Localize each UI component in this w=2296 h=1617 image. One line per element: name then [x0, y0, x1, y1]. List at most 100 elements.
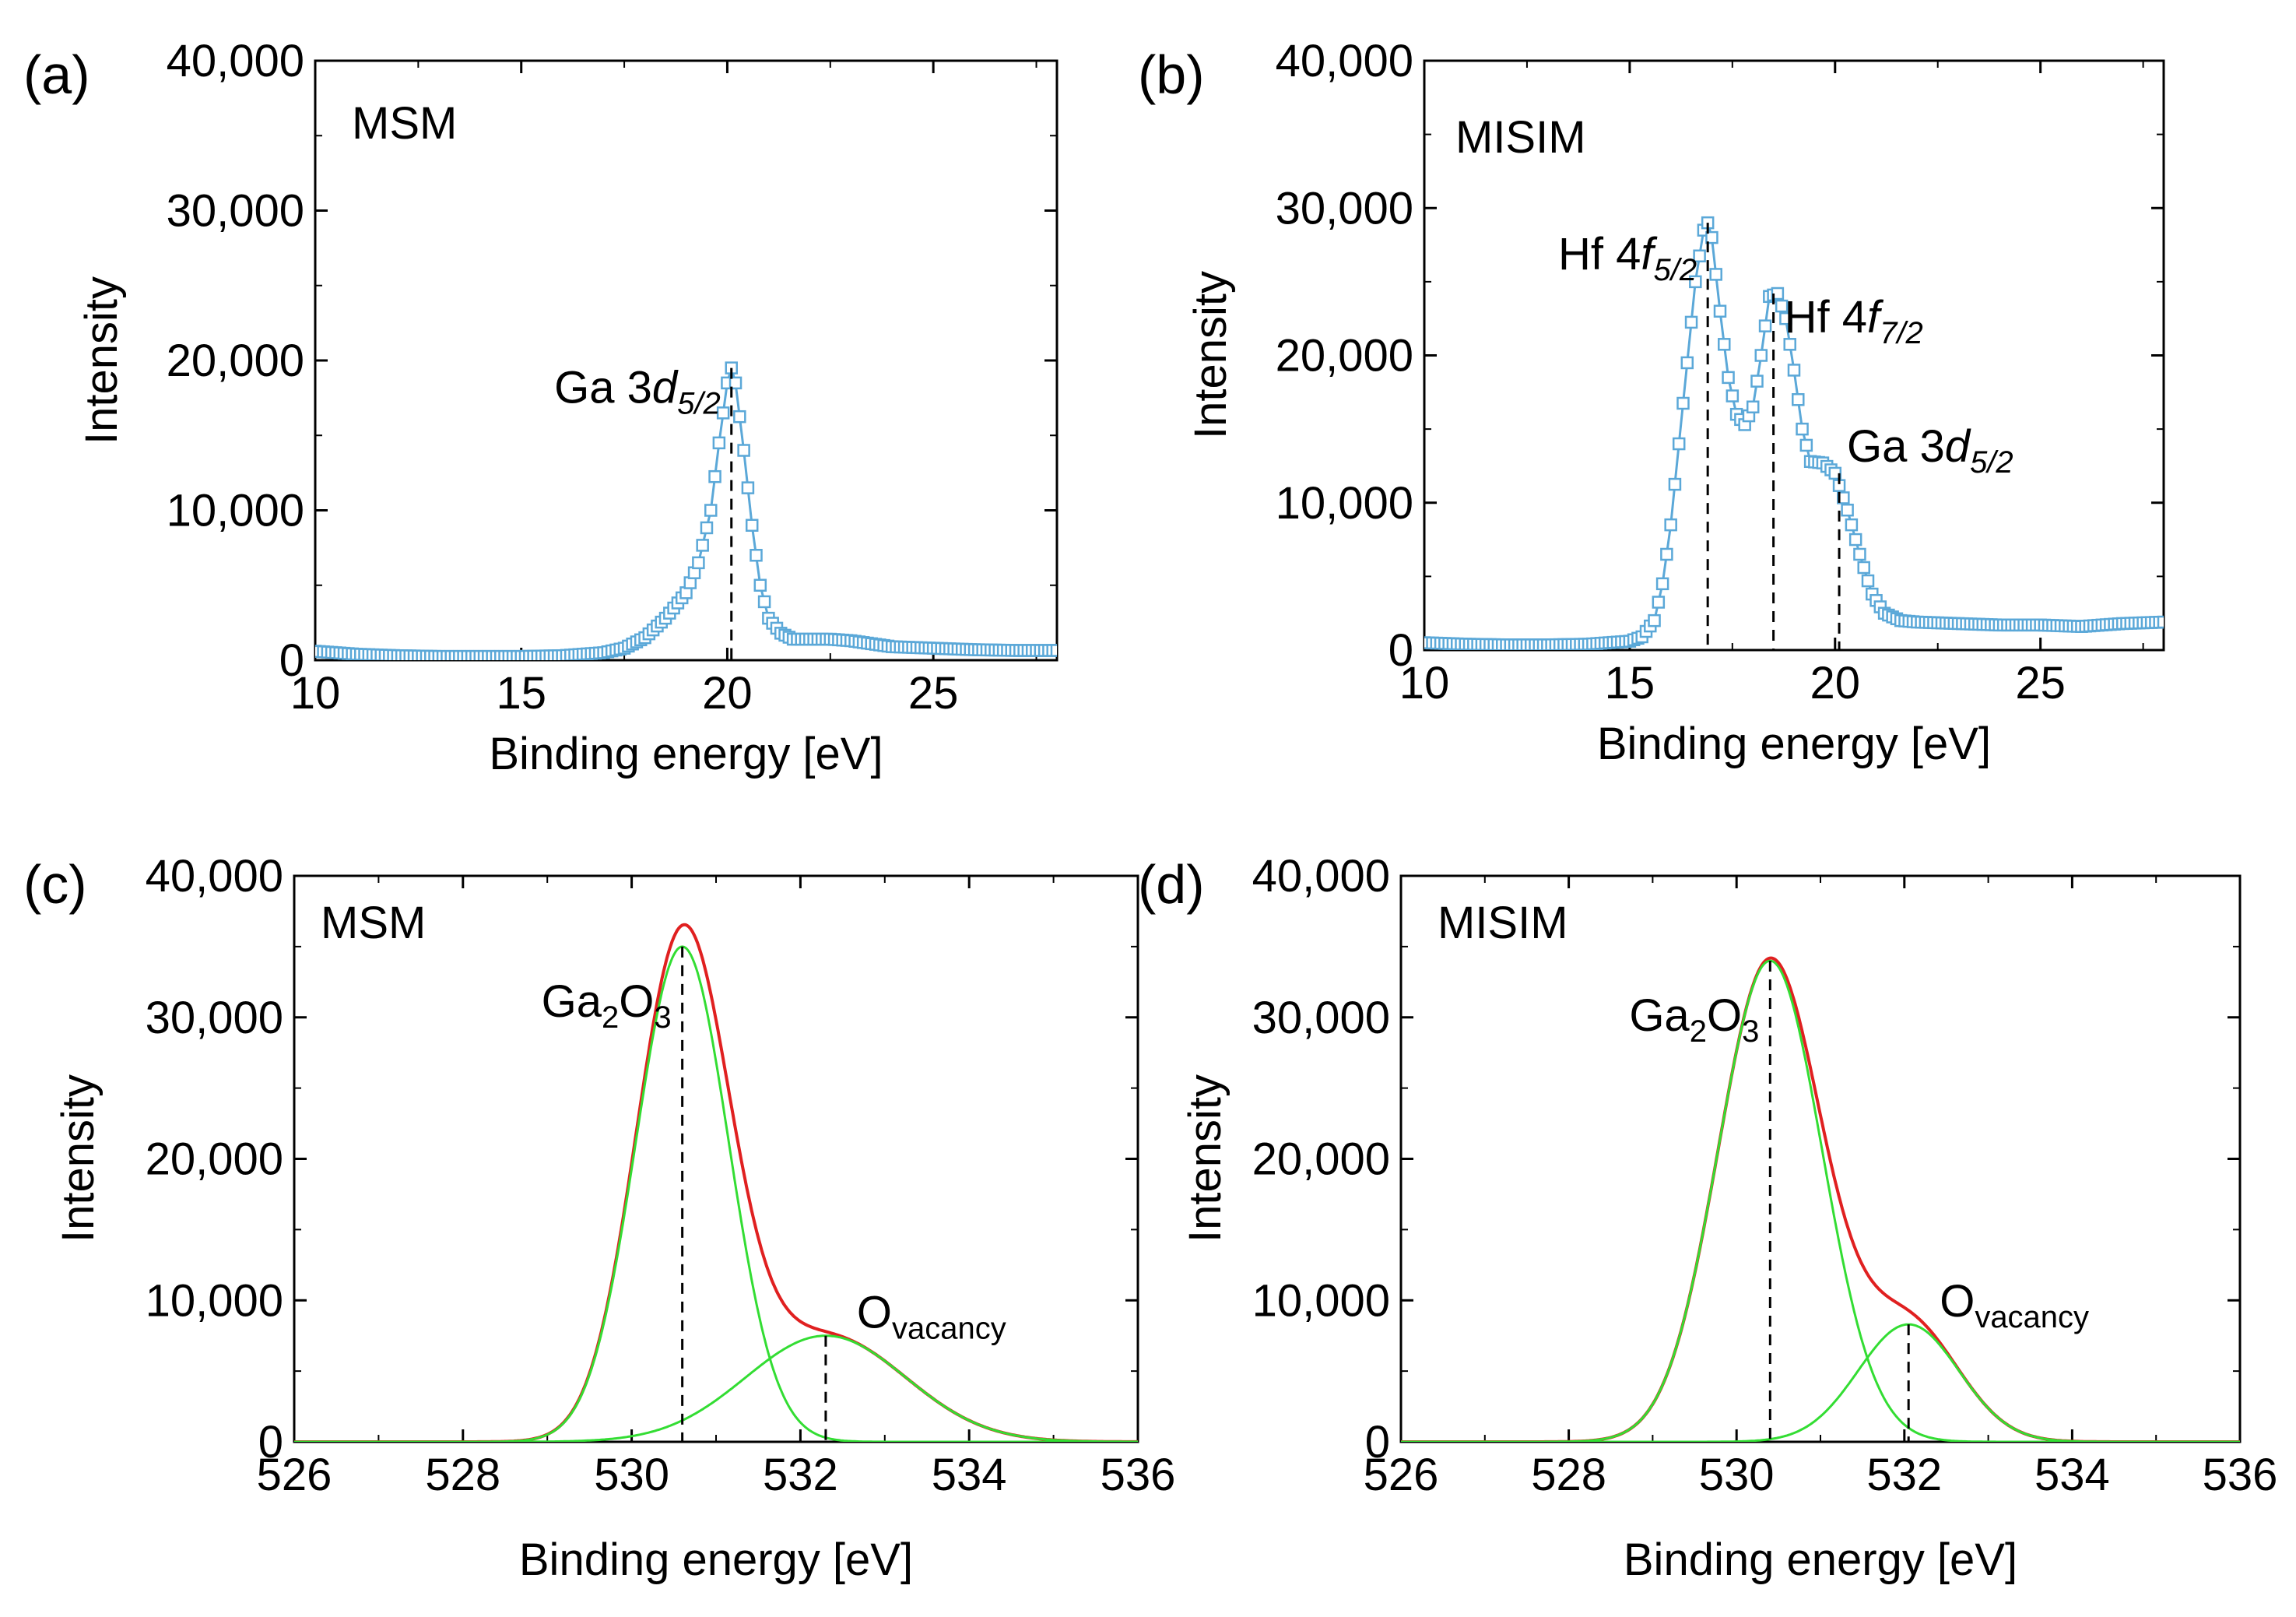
x-tick-label: 536 — [1101, 1450, 1176, 1500]
data-point — [737, 444, 750, 457]
x-tick-label: 20 — [1810, 658, 1861, 708]
x-tick-label: 10 — [1399, 658, 1450, 708]
data-point — [1672, 437, 1686, 451]
x-tick-label: 532 — [1866, 1450, 1942, 1500]
panel-b: 0 10,000 20,000 30,000 40,000 10 15 20 25 Binding… — [1138, 36, 2165, 769]
data-point — [1796, 422, 1809, 436]
plot-frame — [293, 874, 1139, 1443]
y-axis-title: Intensity — [53, 1074, 104, 1243]
x-tick-label: 528 — [425, 1450, 500, 1500]
x-tick-label: 528 — [1531, 1450, 1606, 1500]
peak-label: Hf 4f7/2 — [1785, 292, 1923, 350]
data-point — [1771, 286, 1785, 301]
x-tick-label: 526 — [1364, 1450, 1439, 1500]
data-point — [1787, 364, 1801, 377]
data-point — [1660, 547, 1673, 561]
data-point — [1841, 503, 1854, 517]
y-tick-label: 20,000 — [1276, 331, 1413, 381]
data-point — [1861, 574, 1875, 588]
peak-label: Ga2O3 — [542, 976, 672, 1035]
x-axis-title: Binding energy [eV] — [489, 729, 883, 779]
y-tick-label: 0 — [279, 635, 304, 686]
data-point — [1668, 477, 1682, 491]
peak-label: Hf 4f5/2 — [1558, 229, 1697, 287]
spectrum-line — [1424, 220, 2164, 646]
data-point — [753, 578, 767, 592]
x-tick-label: 25 — [2015, 658, 2066, 708]
x-tick-label: 532 — [763, 1450, 838, 1500]
peak-label: Ga 3d5/2 — [554, 363, 721, 421]
y-tick-label: 30,000 — [167, 186, 304, 237]
data-point — [1754, 349, 1768, 362]
y-tick-label: 40,000 — [1276, 36, 1413, 86]
data-point — [700, 521, 714, 535]
envelope-curve — [294, 923, 1138, 1442]
y-tick-label: 40,000 — [167, 36, 304, 86]
data-point — [704, 504, 718, 517]
y-tick-label: 10,000 — [167, 486, 304, 536]
panel-d: 0 10,000 20,000 30,000 40,000 526 528 530 532 534… — [1138, 851, 2277, 1585]
data-point — [1828, 466, 1842, 480]
plot-frame — [1399, 874, 2242, 1443]
data-point — [1857, 561, 1870, 575]
x-tick-label: 530 — [594, 1450, 669, 1500]
data-point — [1746, 400, 1760, 413]
x-tick-label: 10 — [290, 668, 341, 719]
peak-label: Ovacancy — [857, 1288, 1006, 1346]
data-point — [1726, 389, 1740, 402]
y-tick-label: 20,000 — [167, 336, 304, 386]
panel-label: (b) — [1138, 44, 1205, 105]
envelope-curve — [1401, 956, 2240, 1442]
component-curve-ga2o3 — [1401, 959, 2240, 1442]
y-tick-label: 20,000 — [146, 1134, 283, 1185]
data-point — [1837, 491, 1850, 504]
data-point — [708, 469, 721, 483]
data-point — [1783, 338, 1796, 351]
x-tick-label: 15 — [1605, 658, 1655, 708]
data-point — [692, 556, 705, 570]
data-point — [1718, 338, 1731, 351]
data-point — [1676, 396, 1690, 410]
data-point — [1758, 319, 1772, 332]
y-tick-label: 0 — [1388, 625, 1413, 676]
data-point — [1652, 596, 1666, 609]
peak-label: Ga2O3 — [1629, 990, 1759, 1049]
y-axis-title: Intensity — [1180, 1074, 1231, 1243]
data-point — [1750, 374, 1764, 388]
x-tick-label: 15 — [496, 668, 546, 719]
data-point — [745, 518, 759, 532]
sample-label: MSM — [352, 98, 457, 149]
data-point — [1689, 275, 1702, 289]
y-tick-label: 30,000 — [1252, 993, 1390, 1043]
x-tick-label: 534 — [932, 1450, 1007, 1500]
sample-label: MSM — [321, 898, 426, 948]
data-point — [757, 595, 771, 609]
data-point — [1779, 311, 1792, 325]
sample-label: MISIM — [1438, 898, 1568, 948]
x-axis-title: Binding energy [eV] — [519, 1534, 913, 1585]
y-tick-label: 10,000 — [1276, 478, 1413, 529]
y-tick-label: 40,000 — [146, 851, 283, 902]
x-tick-label: 20 — [702, 668, 753, 719]
data-point — [716, 406, 730, 420]
data-point — [1684, 315, 1698, 329]
y-tick-label: 30,000 — [1276, 183, 1413, 234]
panel-label: (d) — [1138, 854, 1205, 915]
panel-a: 0 10,000 20,000 30,000 40,000 10 15 20 25 Binding… — [23, 36, 1058, 779]
panel-label: (a) — [23, 44, 90, 105]
y-tick-label: 0 — [258, 1417, 283, 1468]
data-point — [1680, 356, 1694, 370]
marker-group — [315, 361, 1057, 660]
data-point — [712, 436, 726, 450]
y-tick-label: 40,000 — [1252, 851, 1390, 902]
data-point — [696, 539, 709, 552]
x-tick-label: 530 — [1699, 1450, 1775, 1500]
data-point — [1693, 249, 1706, 263]
data-point — [1848, 533, 1862, 547]
data-point — [1664, 518, 1677, 532]
data-point — [1705, 230, 1718, 244]
component-curve-o-vacancy — [294, 1334, 1138, 1442]
x-tick-label: 526 — [257, 1450, 332, 1500]
data-point — [1845, 518, 1859, 532]
